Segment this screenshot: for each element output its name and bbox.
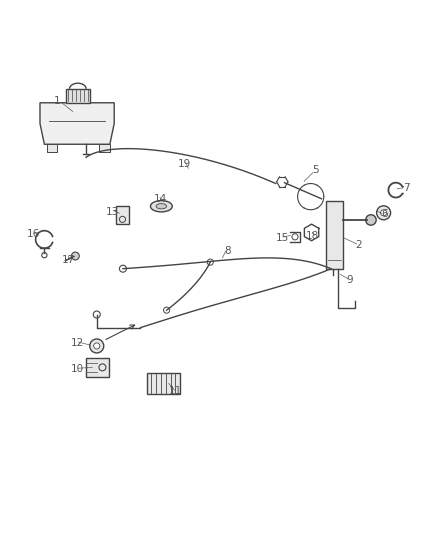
Polygon shape	[40, 103, 114, 144]
Circle shape	[94, 343, 100, 349]
Circle shape	[163, 307, 170, 313]
Circle shape	[207, 259, 213, 265]
Text: 5: 5	[312, 165, 318, 175]
Text: 13: 13	[106, 207, 119, 217]
Circle shape	[93, 311, 100, 318]
Text: 17: 17	[62, 255, 75, 265]
Circle shape	[120, 265, 127, 272]
Bar	[326, 201, 343, 269]
Text: 15: 15	[276, 233, 289, 243]
Text: 16: 16	[27, 229, 40, 239]
Bar	[117, 206, 129, 224]
Text: 2: 2	[355, 240, 362, 249]
Bar	[99, 144, 110, 152]
Bar	[66, 89, 90, 103]
Ellipse shape	[150, 200, 172, 212]
Text: 14: 14	[153, 194, 167, 204]
Ellipse shape	[156, 204, 166, 209]
Circle shape	[71, 252, 79, 260]
Text: 11: 11	[169, 386, 182, 396]
Text: 8: 8	[224, 246, 231, 256]
Bar	[86, 358, 109, 376]
Bar	[147, 373, 180, 394]
Text: 12: 12	[71, 338, 84, 348]
Text: 9: 9	[346, 274, 353, 285]
Text: 19: 19	[177, 159, 191, 169]
Text: 1: 1	[54, 95, 61, 106]
Circle shape	[381, 210, 387, 216]
Text: 6: 6	[381, 209, 388, 219]
Circle shape	[366, 215, 376, 225]
Text: 10: 10	[71, 364, 84, 374]
Text: 7: 7	[403, 183, 410, 193]
Circle shape	[90, 339, 104, 353]
Bar	[46, 144, 57, 152]
Circle shape	[377, 206, 391, 220]
Text: 18: 18	[306, 231, 319, 241]
